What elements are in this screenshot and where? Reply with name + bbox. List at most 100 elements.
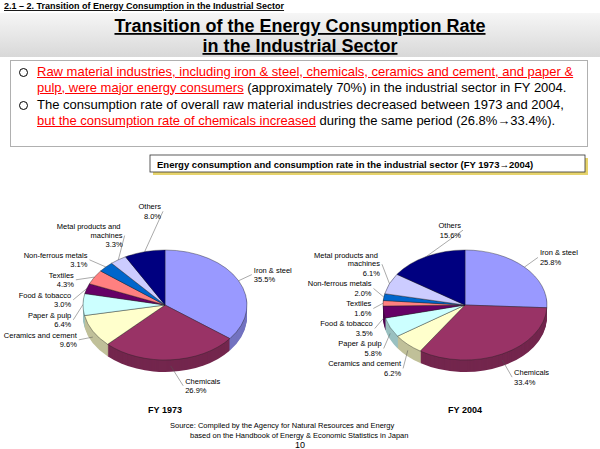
category-label: Iron & steel bbox=[540, 248, 578, 257]
data-label: 35.5% bbox=[254, 275, 276, 284]
category-label-line: machines bbox=[91, 231, 123, 240]
category-label: Ceramics and cement bbox=[4, 331, 78, 340]
leader-line bbox=[426, 230, 463, 256]
pie-top bbox=[83, 250, 247, 360]
category-label: Paper & pulp bbox=[28, 311, 71, 320]
pie-slice-side bbox=[465, 251, 547, 309]
caption: Energy consumption and consumption rate … bbox=[157, 159, 533, 170]
category-label-line: Paper & pulp bbox=[28, 311, 71, 320]
data-label: 26.9% bbox=[185, 386, 207, 395]
category-label-line: Ceramics and cement bbox=[328, 359, 402, 368]
leader-line bbox=[76, 277, 95, 280]
caption-box bbox=[150, 155, 585, 172]
chart-title: FY 1973 bbox=[148, 405, 182, 415]
leader-line bbox=[524, 257, 538, 267]
bullet-marker bbox=[19, 68, 28, 77]
leader-line bbox=[239, 275, 252, 281]
category-label: Non-ferrous metals bbox=[308, 279, 372, 288]
pie-chart: Iron & steel35.5% Chemicals26.9% Ceramics … bbox=[4, 202, 292, 415]
leader-line bbox=[382, 264, 389, 283]
data-label: 15.6% bbox=[440, 231, 462, 240]
leader-line bbox=[502, 360, 512, 377]
category-label: Metal products and machines bbox=[57, 222, 123, 240]
pie-side-layer bbox=[83, 251, 247, 361]
highlight-text: but the consumption rate of chemicals in… bbox=[37, 113, 316, 128]
category-label-line: Textiles bbox=[49, 271, 74, 280]
data-label: 6.1% bbox=[363, 269, 380, 278]
data-label: 3.3% bbox=[106, 240, 123, 249]
category-label: Iron & steel bbox=[254, 266, 292, 275]
data-label: 5.8% bbox=[365, 349, 382, 358]
category-label-line: Iron & steel bbox=[254, 266, 292, 275]
data-label: 4.3% bbox=[57, 280, 74, 289]
title: Transition of the Energy Consumption Rat… bbox=[114, 16, 485, 36]
bullet-text: during the same period (26.8%→33.4%). bbox=[316, 113, 555, 128]
data-label: 3.1% bbox=[70, 260, 87, 269]
category-label-line: Non-ferrous metals bbox=[24, 251, 88, 260]
category-label-line: Food & tobacco bbox=[19, 291, 72, 300]
category-label-line: Chemicals bbox=[185, 377, 220, 386]
source-note: Source: Compiled by the Agency for Natur… bbox=[170, 421, 395, 430]
pie-side-layer bbox=[383, 251, 547, 361]
leader-line bbox=[79, 337, 93, 340]
pie-plot bbox=[83, 250, 247, 372]
bullet: The consumption rate of overall raw mate… bbox=[17, 97, 581, 128]
data-label: 3.5% bbox=[356, 329, 373, 338]
leader-line bbox=[73, 289, 87, 300]
data-label: 33.4% bbox=[514, 378, 536, 387]
bullet-text: The consumption rate of overall raw mate… bbox=[37, 97, 564, 112]
category-label-line: Ceramics and cement bbox=[4, 331, 78, 340]
chart-title: FY 2004 bbox=[448, 405, 482, 415]
data-label: 9.6% bbox=[60, 340, 77, 349]
pie-plot bbox=[383, 250, 547, 372]
pie-slice bbox=[397, 250, 465, 305]
data-label: 6.4% bbox=[54, 320, 71, 329]
data-label: 2.0% bbox=[354, 289, 371, 298]
pie-slice bbox=[383, 305, 465, 318]
bullet-box: Raw material industries, including iron … bbox=[10, 60, 588, 147]
leader-line bbox=[145, 211, 163, 251]
leader-line bbox=[403, 350, 408, 368]
pie-slice bbox=[465, 250, 547, 308]
title: in the Industrial Sector bbox=[202, 36, 397, 56]
pie-labels: Iron & steel35.5% Chemicals26.9% Ceramics … bbox=[4, 202, 292, 395]
category-label: Others bbox=[138, 202, 161, 211]
data-label: 1.6% bbox=[354, 309, 371, 318]
category-label: Chemicals bbox=[514, 368, 549, 377]
category-label-line: Textiles bbox=[346, 299, 371, 308]
category-label: Metal products and machines bbox=[314, 251, 380, 269]
category-label-line: Others bbox=[438, 221, 461, 230]
category-label-line: Food & tobacco bbox=[320, 319, 373, 328]
category-label-line: Others bbox=[138, 202, 161, 211]
category-label-line: Non-ferrous metals bbox=[308, 279, 372, 288]
leader-line bbox=[375, 318, 384, 328]
category-label: Textiles bbox=[49, 271, 74, 280]
data-label: 8.0% bbox=[144, 212, 161, 221]
category-label-line: Chemicals bbox=[514, 368, 549, 377]
caption-shadow bbox=[153, 158, 588, 175]
section-header: 2.1 – 2. Transition of Energy Consumptio… bbox=[4, 1, 285, 11]
category-label: Paper & pulp bbox=[338, 339, 381, 348]
bullet-marker bbox=[19, 101, 28, 110]
leader-line bbox=[384, 333, 390, 348]
leader-line bbox=[89, 260, 105, 267]
leader-line bbox=[73, 305, 83, 320]
title-band bbox=[0, 13, 600, 57]
category-label: Food & tobacco bbox=[320, 319, 373, 328]
category-label: Others bbox=[438, 221, 461, 230]
pie-labels: Iron & steel25.8% Chemicals33.4% Ceramics … bbox=[308, 221, 578, 387]
category-label: Food & tobacco bbox=[19, 291, 72, 300]
page-number: 10 bbox=[295, 440, 305, 449]
category-label-line: Iron & steel bbox=[540, 248, 578, 257]
category-label: Non-ferrous metals bbox=[24, 251, 88, 260]
bullet: Raw material industries, including iron … bbox=[17, 64, 581, 95]
pie-slice bbox=[126, 250, 165, 305]
data-label: 25.8% bbox=[540, 258, 562, 267]
category-label-line: machines bbox=[348, 259, 380, 268]
data-label: 6.2% bbox=[384, 369, 401, 378]
category-label-line: Paper & pulp bbox=[338, 339, 381, 348]
leader-line bbox=[373, 303, 383, 308]
leader-line bbox=[374, 288, 384, 297]
bullet-text: (approximately 70%) in the industrial se… bbox=[244, 80, 567, 95]
pie-chart: Iron & steel25.8% Chemicals33.4% Ceramics … bbox=[308, 221, 578, 415]
